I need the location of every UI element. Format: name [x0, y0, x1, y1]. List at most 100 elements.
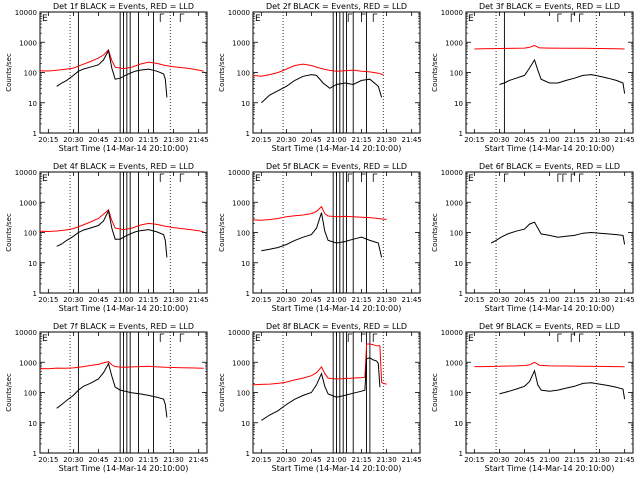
x-tick-label: 21:00 [326, 296, 346, 304]
detector-panel: Det 4f BLACK = Events, RED = LLD 1 10 100 10… [5, 162, 209, 313]
x-tick-label: 21:45 [189, 456, 209, 464]
x-axis-label: Start Time (14-Mar-14 20:10:00) [59, 144, 189, 153]
x-tick-label: 20:30 [489, 456, 509, 464]
flag-label: E [255, 334, 261, 344]
black-series-line [490, 221, 626, 245]
y-tick-label: 1000 [445, 359, 463, 367]
panel-title: Det 1f BLACK = Events, RED = LLD [53, 2, 194, 11]
y-axis-label: Counts/sec [5, 213, 13, 252]
x-tick-label: 20:15 [251, 456, 271, 464]
y-tick-label: 10000 [441, 9, 463, 17]
flag-label: E [42, 14, 48, 24]
y-axis-label: Counts/sec [5, 53, 13, 92]
x-axis-label: Start Time (14-Mar-14 20:10:00) [485, 464, 615, 473]
panel-title: Det 5f BLACK = Events, RED = LLD [266, 162, 407, 171]
x-tick-label: 21:45 [189, 296, 209, 304]
detector-panel: Det 6f BLACK = Events, RED = LLD 1 10 100 10… [431, 162, 635, 313]
x-tick-label: 21:15 [564, 136, 584, 144]
black-series-line [499, 369, 626, 400]
detector-panel: Det 3f BLACK = Events, RED = LLD 1 10 100 10… [431, 2, 635, 153]
x-tick-label: 20:15 [464, 296, 484, 304]
flag-marker [361, 333, 366, 342]
y-tick-label: 10000 [441, 169, 463, 177]
y-tick-label: 10000 [15, 9, 37, 17]
y-axis-label: Counts/sec [5, 373, 13, 412]
black-series-line [56, 362, 168, 418]
x-tick-label: 20:30 [276, 456, 296, 464]
detector-panel: Det 1f BLACK = Events, RED = LLD 1 10 100 10… [5, 2, 209, 153]
detector-panel: Det 8f BLACK = Events, RED = LLD 1 10 100 10… [218, 322, 422, 473]
x-tick-label: 21:15 [564, 456, 584, 464]
flag-marker [179, 333, 185, 342]
y-tick-label: 10000 [15, 329, 37, 337]
flag-marker [570, 173, 576, 182]
x-tick-label: 20:45 [301, 456, 321, 464]
black-series-line [56, 209, 168, 258]
y-tick-label: 100 [237, 70, 250, 78]
x-tick-label: 21:00 [539, 456, 559, 464]
x-tick-label: 20:15 [464, 136, 484, 144]
red-series-line [474, 361, 625, 368]
y-axis-label: Counts/sec [431, 213, 439, 252]
black-series-line [499, 58, 626, 94]
flag-marker [159, 13, 165, 22]
red-series-line [39, 209, 204, 233]
y-axis-label: Counts/sec [431, 373, 439, 412]
y-tick-label: 100 [24, 230, 37, 238]
x-tick-label: 20:15 [251, 296, 271, 304]
black-series-line [261, 357, 381, 421]
red-series-line [252, 63, 384, 77]
x-tick-label: 21:00 [539, 136, 559, 144]
x-tick-label: 21:15 [138, 456, 158, 464]
flag-marker [159, 333, 165, 342]
x-tick-label: 21:45 [615, 136, 635, 144]
x-tick-label: 21:45 [615, 296, 635, 304]
x-tick-label: 21:00 [326, 136, 346, 144]
y-tick-label: 100 [237, 390, 250, 398]
x-tick-label: 21:00 [113, 136, 133, 144]
x-axis-label: Start Time (14-Mar-14 20:10:00) [272, 464, 402, 473]
x-tick-label: 20:15 [464, 456, 484, 464]
flag-marker [579, 333, 584, 342]
y-tick-label: 100 [450, 390, 463, 398]
x-tick-label: 20:30 [489, 136, 509, 144]
x-tick-label: 21:30 [590, 136, 610, 144]
y-tick-label: 10 [28, 100, 37, 108]
y-tick-label: 100 [237, 230, 250, 238]
flag-marker [361, 173, 366, 182]
red-series-line [474, 44, 625, 50]
flag-marker [347, 333, 353, 342]
flag-marker [557, 173, 562, 182]
x-tick-label: 21:45 [402, 296, 422, 304]
y-tick-label: 1000 [232, 39, 250, 47]
flag-marker [372, 173, 378, 182]
y-tick-label: 1 [246, 450, 250, 458]
flag-marker [557, 13, 562, 22]
y-tick-label: 10 [241, 420, 250, 428]
x-tick-label: 20:15 [38, 456, 58, 464]
panel-title: Det 8f BLACK = Events, RED = LLD [266, 322, 407, 331]
flag-label: E [468, 334, 474, 344]
y-tick-label: 10000 [441, 329, 463, 337]
detector-panel: Det 5f BLACK = Events, RED = LLD 1 10 100 10… [218, 162, 422, 313]
y-tick-label: 1000 [232, 359, 250, 367]
y-tick-label: 10000 [228, 169, 250, 177]
flag-marker [579, 173, 584, 182]
y-tick-label: 1000 [445, 39, 463, 47]
x-tick-label: 21:30 [377, 296, 397, 304]
panel-title: Det 9f BLACK = Events, RED = LLD [479, 322, 620, 331]
y-tick-label: 10 [454, 100, 463, 108]
y-axis-label: Counts/sec [218, 53, 226, 92]
black-series-line [56, 49, 168, 98]
red-series-line [252, 343, 387, 386]
x-tick-label: 20:30 [276, 296, 296, 304]
red-series-line [39, 48, 204, 72]
red-series-line [252, 205, 387, 221]
x-tick-label: 20:15 [38, 136, 58, 144]
y-tick-label: 100 [450, 230, 463, 238]
y-tick-label: 1000 [232, 199, 250, 207]
flag-marker [579, 13, 584, 22]
x-tick-label: 20:30 [63, 456, 83, 464]
y-axis-label: Counts/sec [218, 373, 226, 412]
x-axis-label: Start Time (14-Mar-14 20:10:00) [485, 304, 615, 313]
